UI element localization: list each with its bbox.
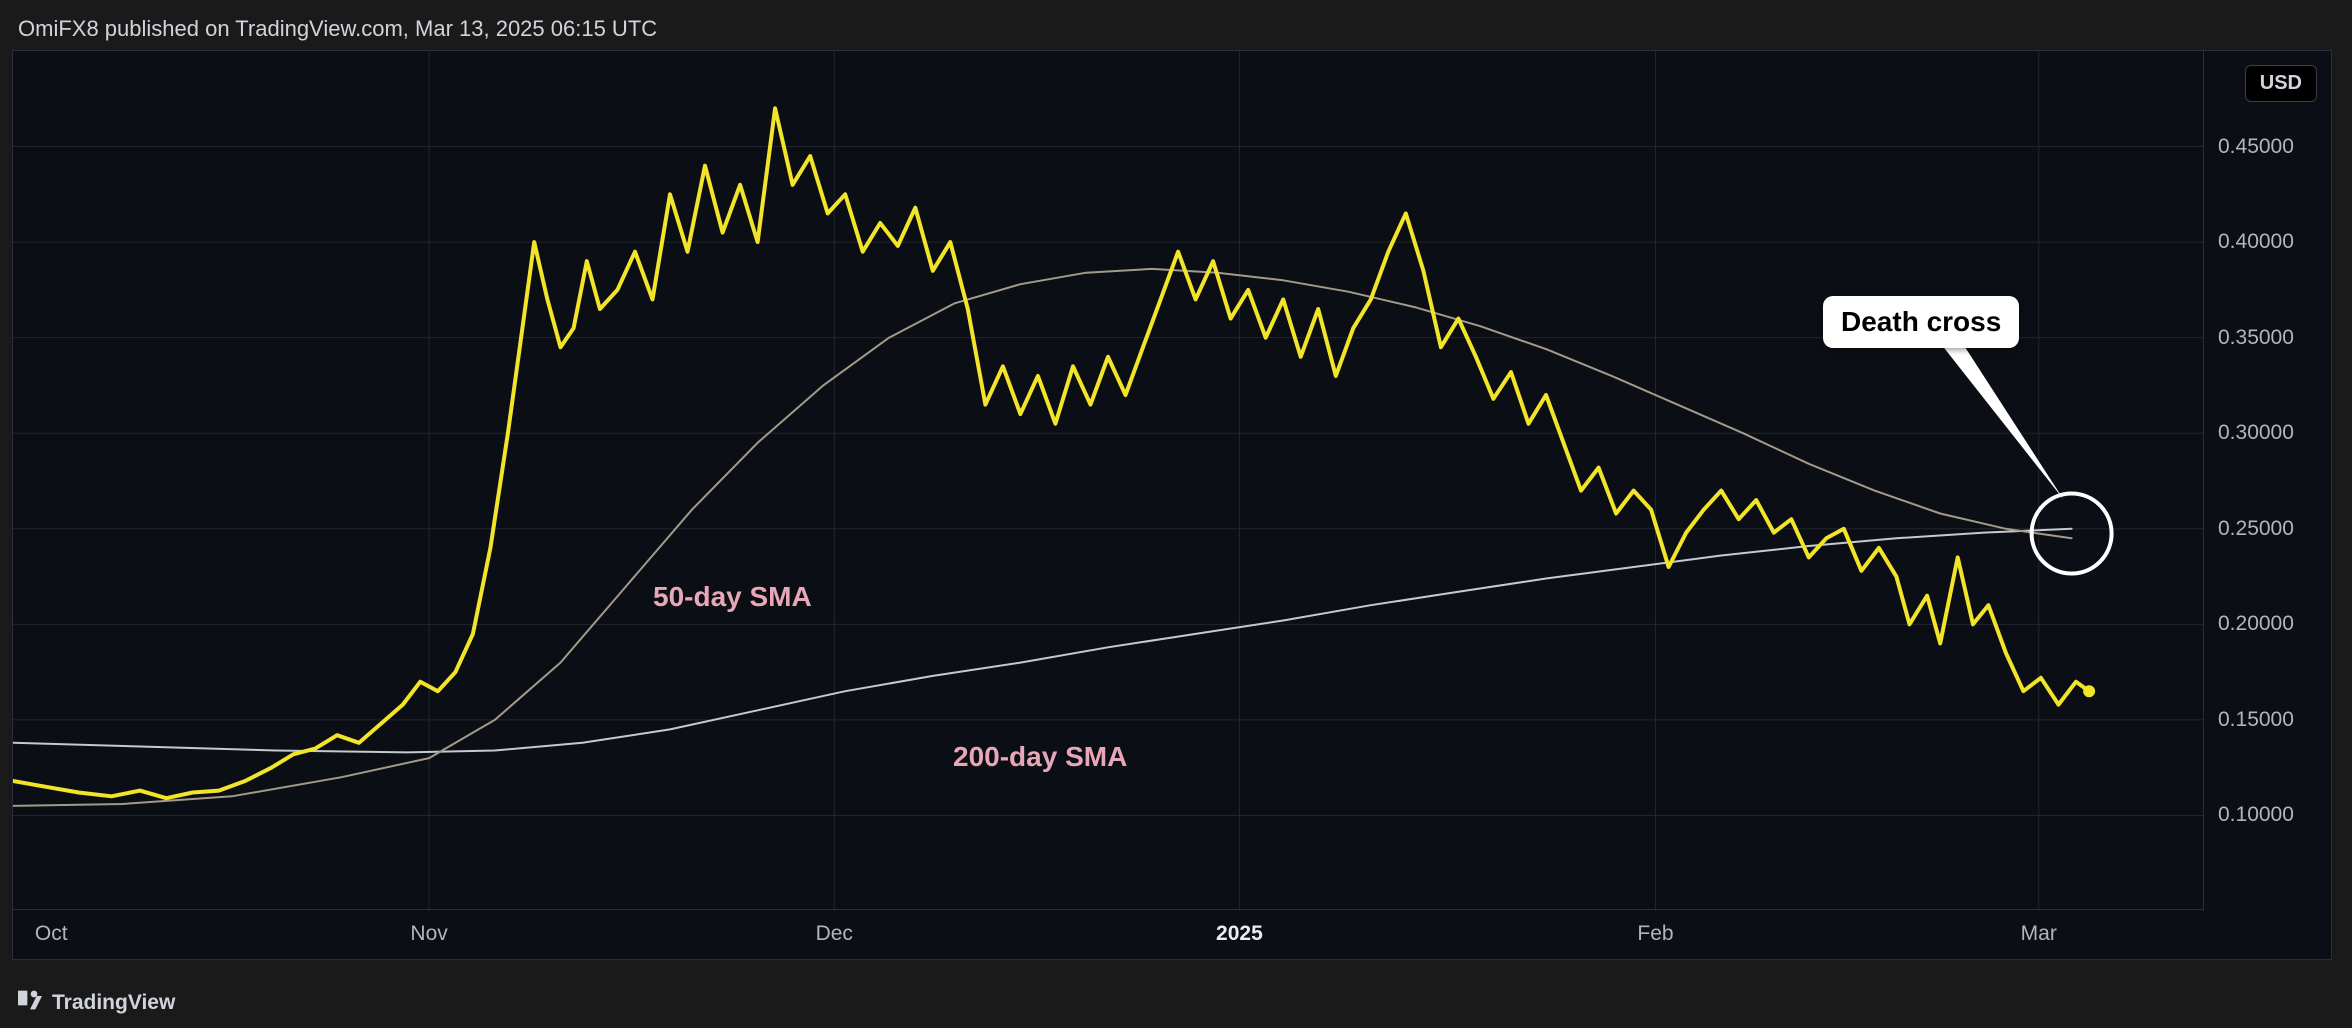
sma50-label: 50-day SMA	[653, 581, 812, 613]
y-axis-tick: 0.35000	[2218, 326, 2294, 350]
y-axis-tick: 0.20000	[2218, 612, 2294, 636]
x-axis-tick: Dec	[816, 922, 853, 946]
y-axis-tick: 0.10000	[2218, 803, 2294, 827]
footer-brand-text: TradingView	[52, 991, 175, 1015]
y-axis-tick: 0.30000	[2218, 421, 2294, 445]
x-axis-tick: Mar	[2021, 922, 2057, 946]
chart-frame: 50-day SMA 200-day SMA Death cross USD 0…	[12, 50, 2332, 960]
y-axis-tick: 0.25000	[2218, 517, 2294, 541]
sma200-label: 200-day SMA	[953, 741, 1127, 773]
y-axis-tick: 0.40000	[2218, 230, 2294, 254]
x-axis: Oct Nov Dec 2025 Feb Mar	[13, 909, 2203, 959]
footer-brand: TradingView	[18, 988, 175, 1018]
x-axis-tick: Nov	[410, 922, 447, 946]
death-cross-annotation: Death cross	[1823, 296, 2019, 348]
x-axis-tick: Oct	[35, 922, 68, 946]
tradingview-logo-icon	[18, 988, 42, 1018]
x-axis-tick: 2025	[1216, 922, 1263, 946]
y-axis: 0.10000 0.15000 0.20000 0.25000 0.30000 0.350…	[2203, 51, 2331, 911]
x-axis-tick: Feb	[1637, 922, 1673, 946]
y-axis-tick: 0.45000	[2218, 135, 2294, 159]
y-axis-tick: 0.15000	[2218, 708, 2294, 732]
chart-plot-area[interactable]: 50-day SMA 200-day SMA Death cross	[13, 51, 2203, 911]
attribution-text: OmiFX8 published on TradingView.com, Mar…	[12, 12, 2340, 50]
